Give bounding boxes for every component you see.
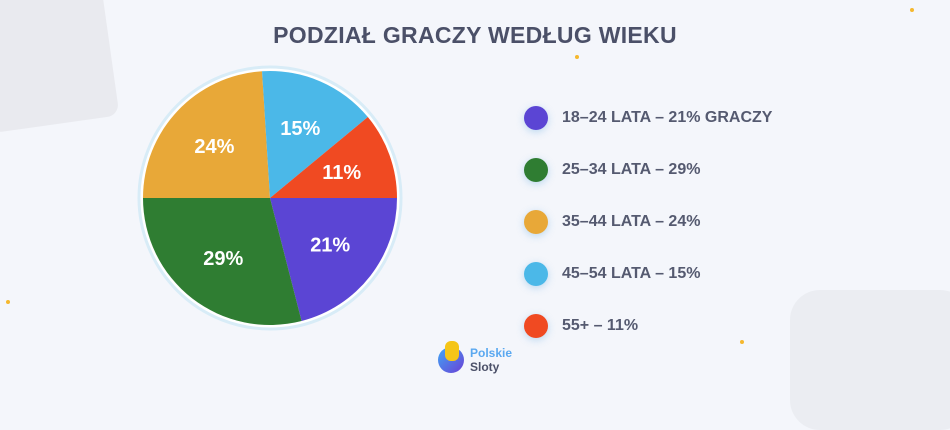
- legend-item: 18–24 LATA – 21% GRACZY: [524, 92, 772, 144]
- pie-chart: 21% 29% 24% 15%11%: [137, 65, 403, 331]
- decorative-joker-card: [0, 0, 120, 134]
- legend-swatch: [524, 106, 548, 130]
- legend-swatch: [524, 210, 548, 234]
- legend: 18–24 LATA – 21% GRACZY 25–34 LATA – 29%…: [524, 92, 772, 352]
- legend-swatch: [524, 314, 548, 338]
- pie-slice: [270, 198, 397, 322]
- legend-swatch: [524, 262, 548, 286]
- brand-line1: Polskie: [470, 346, 513, 360]
- slice-data-label: 21%: [310, 235, 350, 257]
- legend-item: 55+ – 11%: [524, 300, 772, 352]
- coins-icon: [438, 341, 464, 373]
- pie-slice: [143, 198, 302, 325]
- decorative-dot: [6, 300, 10, 304]
- legend-label: 18–24 LATA – 21% GRACZY: [562, 109, 773, 126]
- legend-label: 25–34 LATA – 29%: [562, 161, 701, 178]
- legend-label: 35–44 LATA – 24%: [562, 213, 701, 230]
- legend-swatch: [524, 158, 548, 182]
- legend-label: 45–54 LATA – 15%: [562, 265, 701, 282]
- pie-slice: [270, 117, 397, 198]
- slice-data-label: 11%: [322, 162, 361, 184]
- decorative-dot: [575, 55, 579, 59]
- chart-title: PODZIAŁ GRACZY WEDŁUG WIEKU: [273, 22, 677, 48]
- pie-slice: [262, 71, 368, 198]
- pie-slice: [143, 71, 270, 198]
- legend-item: 45–54 LATA – 15%: [524, 248, 772, 300]
- decorative-dot: [910, 8, 914, 12]
- decorative-dice: [790, 290, 950, 430]
- legend-item: 35–44 LATA – 24%: [524, 196, 772, 248]
- brand-line2: Sloty: [470, 360, 500, 374]
- legend-label: 55+ – 11%: [562, 317, 639, 334]
- decorative-dot: [740, 340, 744, 344]
- brand-logo: Polskie Sloty: [438, 341, 513, 374]
- slice-data-label: 15%: [280, 118, 320, 140]
- slice-data-label: 29%: [203, 248, 243, 270]
- legend-item: 25–34 LATA – 29%: [524, 144, 772, 196]
- slice-data-label: 24%: [194, 136, 234, 158]
